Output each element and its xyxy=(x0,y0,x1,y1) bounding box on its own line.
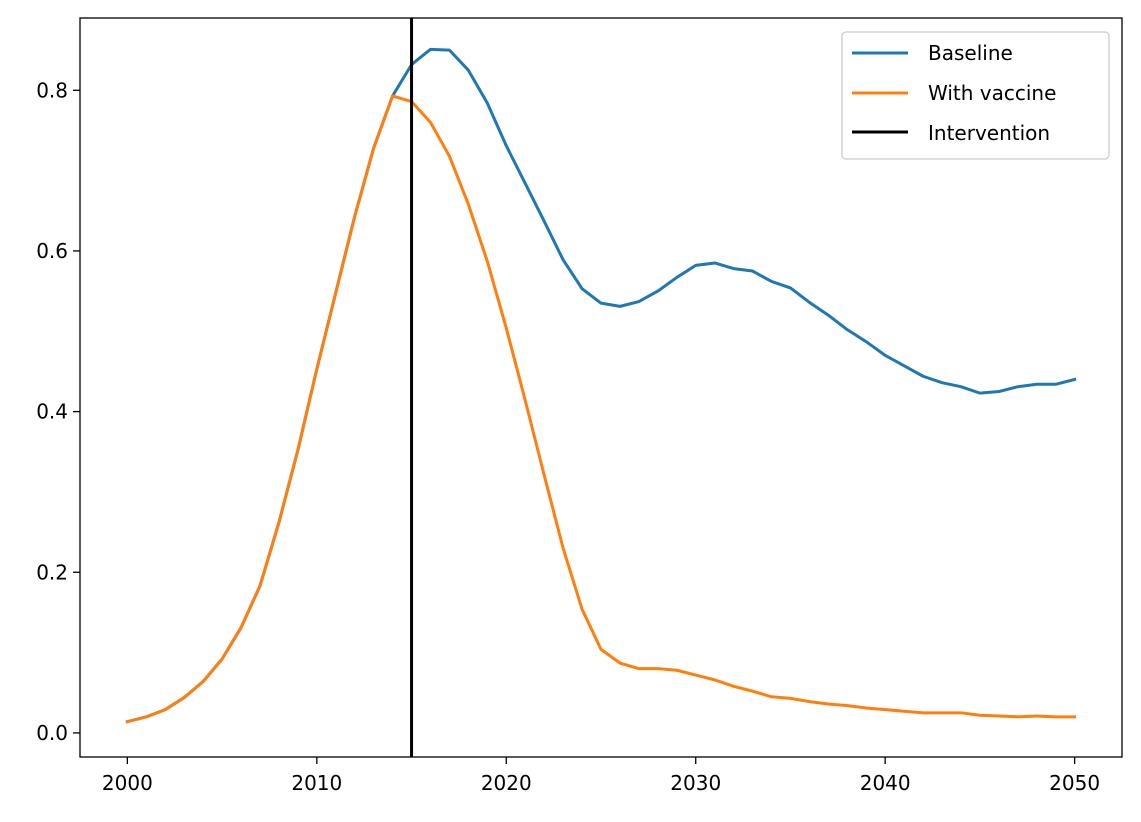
x-tick-label: 2050 xyxy=(1049,771,1100,795)
legend-label-baseline: Baseline xyxy=(928,41,1013,65)
y-tick-label: 0.0 xyxy=(36,721,68,745)
series-layer xyxy=(125,18,1077,757)
x-tick-label: 2020 xyxy=(481,771,532,795)
y-tick-label: 0.6 xyxy=(36,239,68,263)
x-tick-label: 2000 xyxy=(102,771,153,795)
x-tick-label: 2040 xyxy=(860,771,911,795)
legend-label-with-vaccine: With vaccine xyxy=(928,81,1056,105)
y-tick-label: 0.4 xyxy=(36,400,68,424)
x-axis: 2000 2010 2020 2030 2040 2050 xyxy=(102,757,1100,795)
legend: Baseline With vaccine Intervention xyxy=(841,31,1110,160)
y-axis: 0.0 0.2 0.4 0.6 0.8 xyxy=(36,78,80,745)
legend-label-intervention: Intervention xyxy=(928,121,1050,145)
legend-box xyxy=(841,31,1110,160)
y-tick-label: 0.8 xyxy=(36,78,68,102)
x-tick-label: 2010 xyxy=(291,771,342,795)
plot-frame xyxy=(79,17,1123,758)
series-line-with-vaccine xyxy=(125,94,1077,724)
y-tick-label: 0.2 xyxy=(36,560,68,584)
x-tick-label: 2030 xyxy=(670,771,721,795)
